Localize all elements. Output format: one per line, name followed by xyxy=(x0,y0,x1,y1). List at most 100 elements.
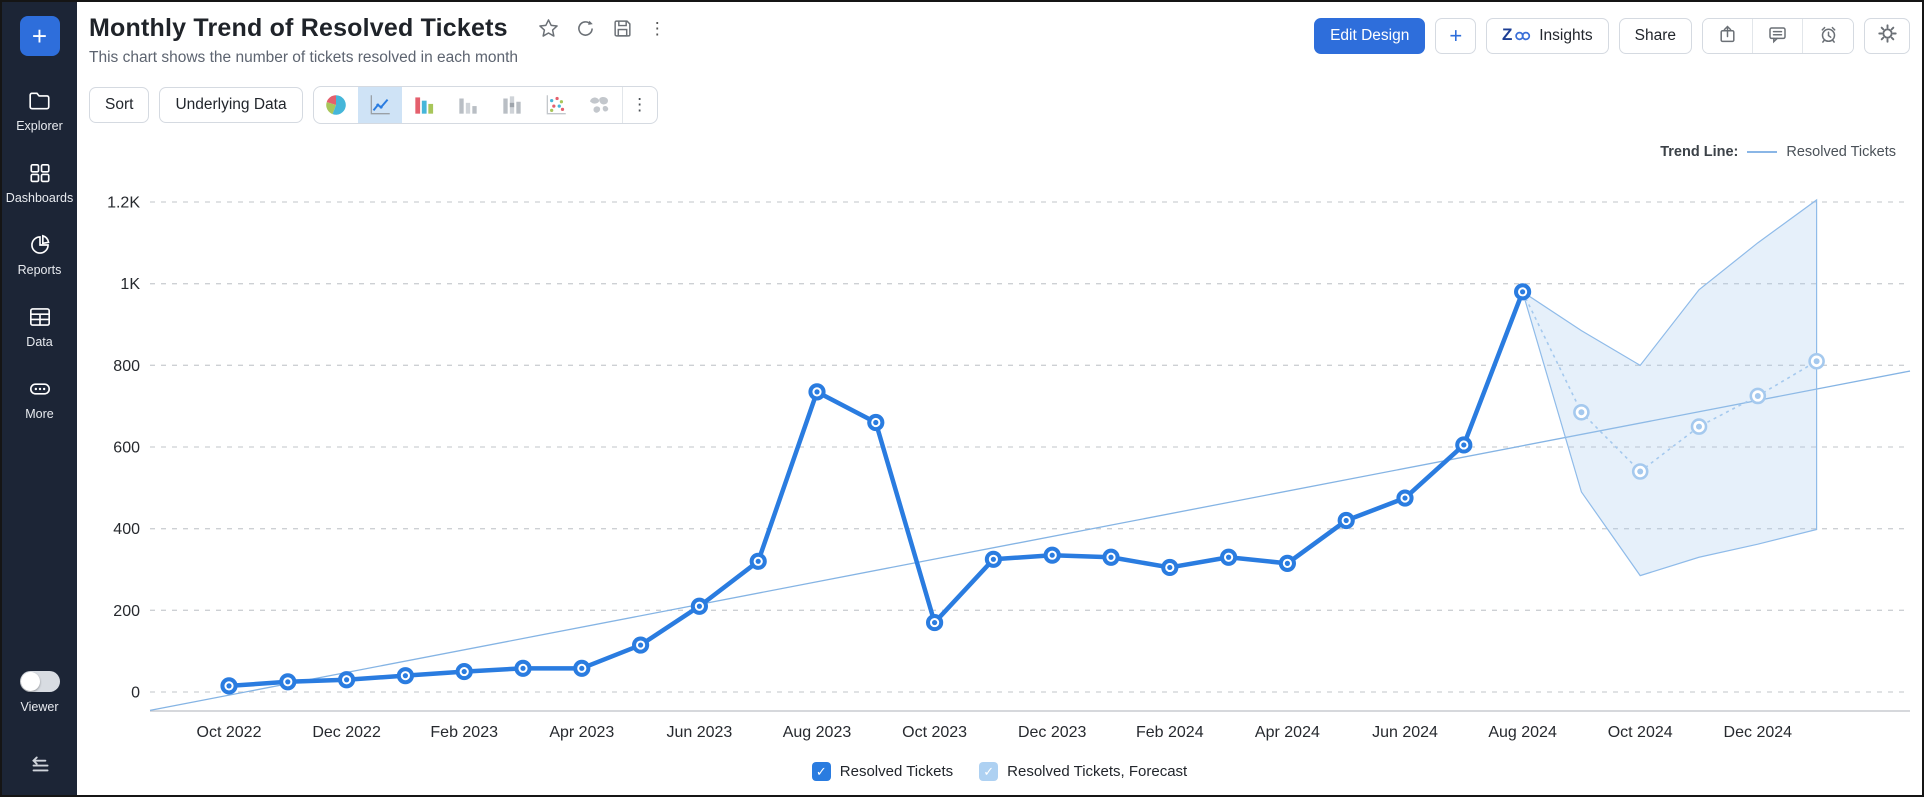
alarm-clock-icon xyxy=(1818,24,1839,48)
y-axis-tick-label: 1K xyxy=(120,276,140,293)
sidebar-item-label: Explorer xyxy=(16,119,63,133)
collapse-sidebar-icon[interactable] xyxy=(27,754,53,781)
sidebar-item-reports[interactable]: Reports xyxy=(2,234,77,277)
pie-icon xyxy=(28,234,52,256)
legend-item-resolved-tickets[interactable]: ✓ Resolved Tickets xyxy=(811,762,953,781)
legend-checkbox[interactable]: ✓ xyxy=(979,762,999,781)
legend-item-forecast[interactable]: ✓ Resolved Tickets, Forecast xyxy=(979,762,1187,781)
data-point-dot xyxy=(1343,517,1349,524)
data-point-dot xyxy=(932,619,938,626)
page-title: Monthly Trend of Resolved Tickets xyxy=(89,14,508,42)
sidebar-item-data[interactable]: Data xyxy=(2,306,77,349)
settings-button[interactable] xyxy=(1864,18,1910,54)
y-axis-tick-label: 600 xyxy=(113,440,140,457)
toggle-knob xyxy=(20,672,40,691)
sidebar-item-explorer[interactable]: Explorer xyxy=(2,90,77,133)
x-axis-tick-label: Oct 2024 xyxy=(1608,724,1673,741)
create-new-button[interactable]: + xyxy=(19,16,60,56)
chart-type-grouped-bar-icon[interactable] xyxy=(446,87,490,123)
data-point-dot xyxy=(1284,560,1290,566)
data-point-dot xyxy=(1108,554,1114,560)
chart-type-bar-icon[interactable] xyxy=(402,87,446,123)
data-point-dot xyxy=(402,673,408,679)
x-axis-tick-label: Feb 2023 xyxy=(430,724,498,741)
zia-insights-button[interactable]: Z Insights xyxy=(1486,18,1609,54)
comment-icon xyxy=(1767,24,1788,48)
chart-toolbar: Sort Underlying Data xyxy=(89,86,658,124)
chart-type-stacked-bar-icon[interactable] xyxy=(490,87,534,123)
forecast-point-dot xyxy=(1696,423,1702,430)
save-icon[interactable] xyxy=(612,18,633,39)
more-chart-types-icon[interactable]: ⋮ xyxy=(631,95,649,114)
chart-type-scatter-icon[interactable] xyxy=(534,87,578,123)
x-axis-tick-label: Apr 2023 xyxy=(549,724,614,741)
sidebar-item-label: Dashboards xyxy=(5,191,74,205)
data-point-dot xyxy=(755,558,761,564)
data-point-dot xyxy=(1226,554,1232,560)
zia-insights-label: Insights xyxy=(1539,27,1593,44)
chart-area: Trend Line: Resolved Tickets 0 200 400 600 8… xyxy=(77,118,1922,795)
share-button[interactable]: Share xyxy=(1618,18,1692,54)
x-axis-tick-label: Aug 2024 xyxy=(1488,724,1557,741)
svg-text:Z: Z xyxy=(1502,25,1512,43)
x-axis-tick-label: Jun 2024 xyxy=(1372,724,1438,741)
forecast-confidence-band xyxy=(1521,198,1818,577)
resolved-tickets-line xyxy=(226,289,1525,689)
forecast-point-dot xyxy=(1578,409,1585,416)
trend-line xyxy=(149,370,1911,712)
data-point-dot xyxy=(990,556,997,562)
x-axis-tick-label: Aug 2023 xyxy=(783,724,852,741)
x-axis-tick-label: Oct 2022 xyxy=(197,724,262,741)
data-point-dot xyxy=(1402,495,1408,501)
grid-icon xyxy=(28,162,52,184)
underlying-data-button[interactable]: Underlying Data xyxy=(159,87,303,123)
viewer-label: Viewer xyxy=(20,700,59,714)
y-axis-tick-label: 200 xyxy=(113,603,140,620)
edit-design-button[interactable]: Edit Design xyxy=(1314,18,1426,54)
x-axis-tick-label: Dec 2022 xyxy=(312,724,381,741)
x-axis-tick-label: Dec 2023 xyxy=(1018,724,1087,741)
add-report-button[interactable]: + xyxy=(1435,18,1477,54)
viewer-mode-toggle[interactable] xyxy=(19,671,60,692)
forecast-line xyxy=(1521,291,1818,473)
legend-checkbox[interactable]: ✓ xyxy=(811,762,831,781)
zia-icon: Z xyxy=(1502,25,1532,48)
trend-line-swatch xyxy=(1747,151,1778,153)
folder-icon xyxy=(28,90,52,112)
data-point-dot xyxy=(1520,289,1526,295)
data-point-dot xyxy=(520,665,526,671)
trend-line-series-label: Resolved Tickets xyxy=(1786,144,1896,160)
chart-type-map-icon[interactable] xyxy=(578,87,622,123)
chart-type-pie-icon[interactable] xyxy=(314,87,358,123)
comments-button[interactable] xyxy=(1753,19,1803,53)
title-more-menu-icon[interactable]: ⋮ xyxy=(648,18,666,38)
header-actions: Edit Design + Z Insights Share xyxy=(1314,18,1910,54)
data-point-dot xyxy=(814,389,820,395)
forecast-point-dot xyxy=(1637,468,1644,475)
data-point-dot xyxy=(461,668,467,675)
sidebar-item-dashboards[interactable]: Dashboards xyxy=(2,162,77,205)
sort-button[interactable]: Sort xyxy=(89,87,150,123)
alerts-button[interactable] xyxy=(1803,19,1853,53)
export-button[interactable] xyxy=(1703,19,1753,53)
divider xyxy=(621,87,623,123)
sidebar-bottom: Viewer xyxy=(19,671,60,781)
favorite-star-icon[interactable] xyxy=(538,18,559,39)
refresh-icon[interactable] xyxy=(575,18,596,39)
data-point-dot xyxy=(696,603,703,609)
sidebar-item-label: Reports xyxy=(17,263,62,277)
trend-line-label: Trend Line: xyxy=(1660,144,1739,160)
y-axis-tick-label: 1.2K xyxy=(107,195,140,212)
sidebar-item-label: More xyxy=(25,407,54,421)
data-point-dot xyxy=(285,679,291,685)
data-point-dot xyxy=(1461,442,1467,448)
trend-line-legend: Trend Line: Resolved Tickets xyxy=(1660,144,1896,160)
data-point-dot xyxy=(1049,552,1055,558)
data-point-dot xyxy=(344,677,350,683)
line-chart[interactable]: 0 200 400 600 800 1K 1.2K Oct 2022 Dec 2022 Feb 2… xyxy=(77,118,1924,758)
data-point-dot xyxy=(873,419,879,426)
main-panel: Monthly Trend of Resolved Tickets ⋮ This… xyxy=(77,2,1922,795)
sidebar-item-more[interactable]: More xyxy=(2,378,77,421)
data-point-dot xyxy=(638,642,644,648)
chart-type-line-icon[interactable] xyxy=(357,87,402,123)
